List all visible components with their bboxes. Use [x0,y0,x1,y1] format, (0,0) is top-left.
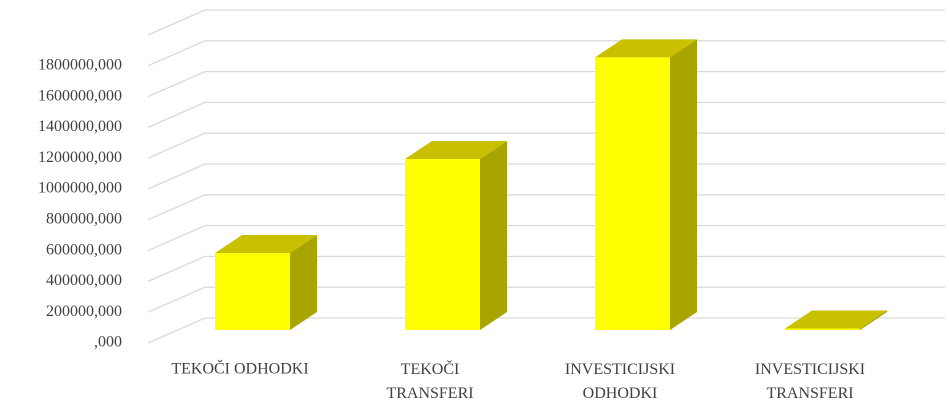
bar [595,39,697,331]
grid-line [147,255,945,282]
y-tick-label: 1200000,000 [38,149,122,166]
x-tick-label-line: TEKOČI [401,359,460,378]
x-tick-label-line: TRANSFERI [386,385,473,402]
y-tick-label: 600000,000 [46,241,122,258]
bar-side [290,235,317,330]
y-tick-label: 400000,000 [46,272,122,289]
y-tick-label: 1000000,000 [38,180,122,197]
x-tick-label: TEKOČI TRANSFERI [386,359,473,402]
y-tick-label: 1800000,000 [38,56,122,73]
wall-edge [147,9,945,36]
bar [785,310,887,330]
grid-line [147,286,945,313]
x-tick-label: INVESTICIJSKI ODHODKI [565,361,675,402]
x-tick-label-line: INVESTICIJSKI [565,361,675,378]
grid-line [147,70,945,98]
grid-line [147,132,945,159]
grid-line [147,101,945,128]
bar [405,141,507,330]
bar-top [595,39,697,58]
bar-front [215,253,290,330]
y-tick-label: 800000,000 [46,210,122,227]
bar-front [595,57,670,331]
y-tick-label: 1400000,000 [38,118,122,135]
grid-line [147,194,945,221]
x-tick-label-line: ODHODKI [583,385,658,402]
grid-line [147,163,945,190]
x-tick-label: TEKOČI ODHODKI [171,359,308,378]
x-tick-label-line: TRANSFERI [766,385,853,402]
grid-line [147,224,945,252]
bar-top [215,235,317,253]
x-tick-label: INVESTICIJSKI TRANSFERI [755,361,865,402]
y-tick-label: ,000 [94,334,122,351]
y-tick-label: 1600000,000 [38,87,122,104]
bar-side [480,141,507,330]
bar-front [405,159,480,330]
y-tick-label: 200000,000 [46,303,122,320]
grid-line [147,317,945,344]
bar-side [670,39,697,331]
bar-side [860,310,887,330]
bar [215,235,317,330]
bar-top [405,141,507,160]
bar-top [785,310,887,329]
x-tick-label-line: INVESTICIJSKI [755,361,865,378]
grid-line [147,40,945,67]
bar-front [785,328,860,330]
